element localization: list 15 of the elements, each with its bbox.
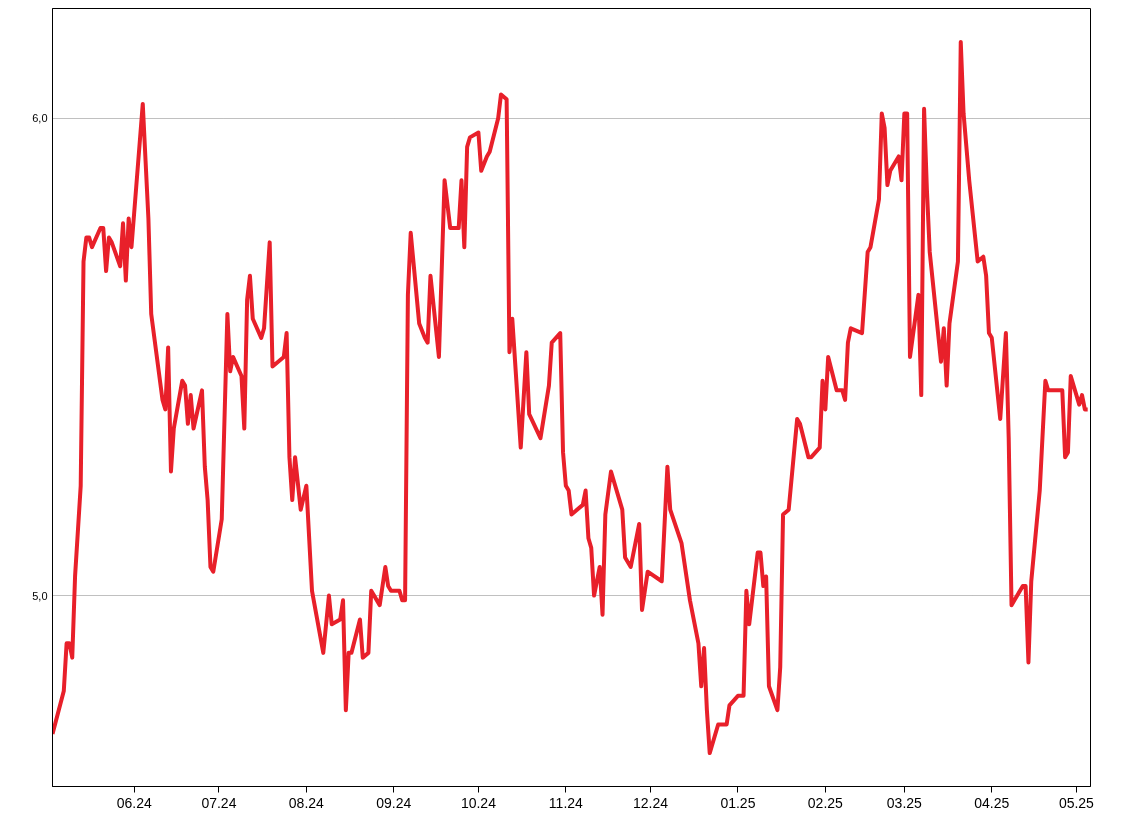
- x-tick-label: 06.24: [116, 794, 153, 811]
- x-tick-label: 12.24: [632, 794, 669, 811]
- y-tick-label: 5,0: [32, 589, 48, 602]
- x-tick-label: 02.25: [807, 794, 844, 811]
- x-tick-label: 09.24: [376, 794, 412, 811]
- x-tick-label: 05.25: [1058, 794, 1095, 811]
- x-tick-label: 03.25: [886, 794, 923, 811]
- x-tick-label: 01.25: [720, 794, 756, 811]
- x-tick-label: 07.24: [201, 794, 237, 811]
- x-tick-label: 11.24: [548, 794, 584, 811]
- x-tick-label: 04.25: [974, 794, 1010, 811]
- y-tick-label: 6,0: [32, 112, 48, 125]
- x-tick-label: 08.24: [288, 794, 325, 811]
- line-series: [52, 39, 1090, 756]
- x-tick-label: 10.24: [460, 794, 497, 811]
